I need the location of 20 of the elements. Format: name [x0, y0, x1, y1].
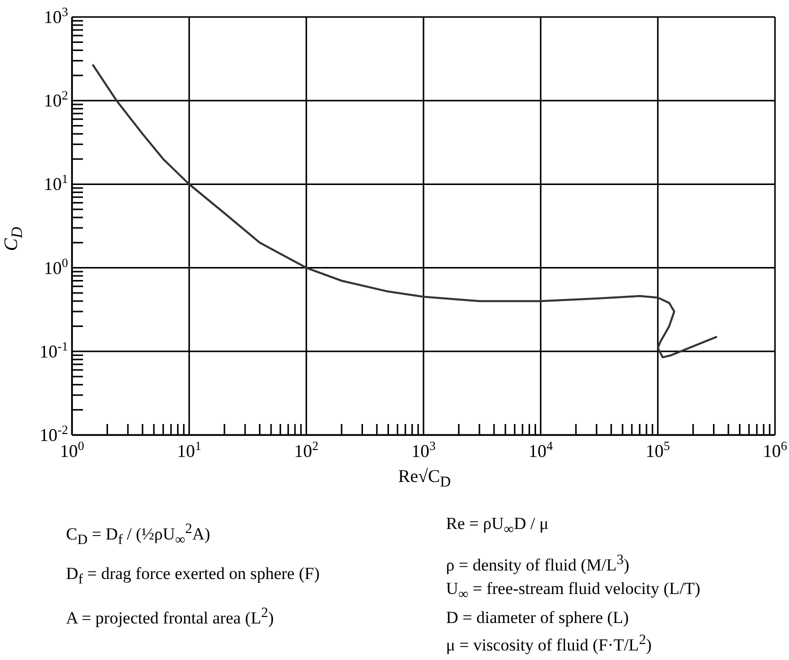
x-tick-label: 10$^{5}$	[646, 439, 670, 461]
text: U$_{∞}$ = free-stream fluid velocity (L/T)	[446, 578, 700, 604]
x-tick-label: 10$^{1}$	[177, 439, 202, 461]
y-tick-label: 10$^{3}$	[44, 5, 68, 27]
y-tick-label: 10$^{2}$	[44, 88, 68, 111]
text: ρ = density of fluid (M/L$^{3}$)	[446, 551, 630, 578]
text: D$_{f}$ = drag force exerted on sphere (F)	[66, 563, 320, 590]
x-tick-label: 10$^{3}$	[411, 439, 436, 461]
text: Re = ρU$_{∞}$D / μ	[446, 513, 550, 540]
x-tick-label: 10$^{4}$	[528, 439, 554, 461]
x-axis-title: Re√C$_{D}$	[397, 466, 452, 492]
text: A = projected frontal area (L$^{2}$)	[66, 604, 275, 630]
x-tick-label: 10$^{2}$	[294, 439, 318, 461]
text: D = diameter of sphere (L)	[446, 607, 630, 630]
text: C$_{D}$ = D$_{f}$ / (½ρU$_{∞}$$^{2}$A)	[66, 520, 212, 550]
x-tick-label: 10$^{6}$	[762, 439, 788, 461]
text: μ = viscosity of fluid (F·T/L$^{2}$)	[446, 631, 653, 658]
y-tick-label: 10$^{-1}$	[40, 339, 68, 362]
y-tick-label: 10$^{0}$	[44, 256, 68, 278]
y-tick-label: 10$^{1}$	[44, 172, 68, 194]
